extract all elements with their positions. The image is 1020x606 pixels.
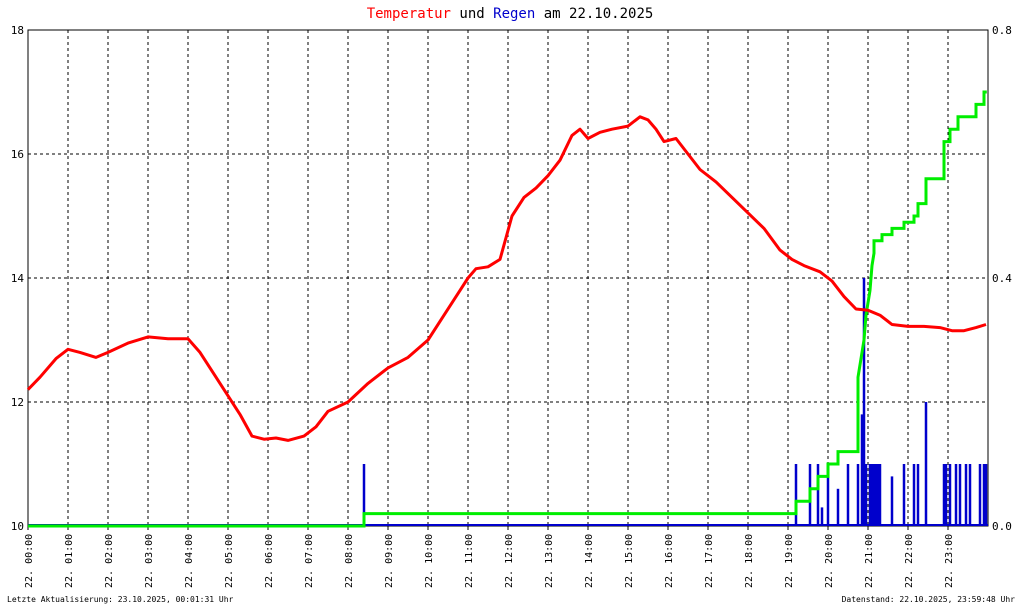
footer-last-update: Letzte Aktualisierung: 23.10.2025, 00:01…: [7, 595, 234, 604]
title-and: und: [451, 6, 493, 22]
y-right-tick-label: 0.0: [992, 520, 1012, 533]
x-tick-label: 22. 17:00: [704, 534, 715, 588]
x-tick-label: 22. 03:00: [144, 534, 155, 588]
temperature-line: [26, 115, 987, 442]
chart-title: Temperatur und Regen am 22.10.2025: [367, 6, 654, 22]
x-tick-label: 22. 20:00: [824, 534, 835, 588]
y-left-tick-label: 16: [11, 148, 24, 161]
y-left-tick-label: 10: [11, 520, 24, 533]
x-tick-label: 22. 04:00: [184, 534, 195, 588]
y-left-tick-label: 12: [11, 396, 24, 409]
x-tick-label: 22. 22:00: [904, 534, 915, 588]
x-tick-label: 22. 14:00: [584, 534, 595, 588]
x-tick-label: 22. 23:00: [944, 534, 955, 588]
x-tick-label: 22. 13:00: [544, 534, 555, 588]
x-tick-label: 22. 10:00: [424, 534, 435, 588]
x-tick-label: 22. 00:00: [24, 534, 35, 588]
x-tick-label: 22. 16:00: [664, 534, 675, 588]
x-tick-label: 22. 08:00: [344, 534, 355, 588]
plot-area: 22. 00:00 22. 01:00 22. 02:00 22. 03:00 22. …: [11, 24, 1012, 588]
x-tick-label: 22. 11:00: [464, 534, 475, 588]
x-tick-label: 22. 21:00: [864, 534, 875, 588]
y-right-tick-label: 0.4: [992, 272, 1012, 285]
rain-cumulative-line: [28, 90, 987, 528]
footer-data-state: Datenstand: 22.10.2025, 23:59:48 Uhr: [842, 595, 1016, 604]
x-tick-label: 22. 15:00: [624, 534, 635, 588]
y-left-tick-label: 18: [11, 24, 24, 37]
x-tick-label: 22. 07:00: [304, 534, 315, 588]
title-temperature: Temperatur: [367, 6, 451, 22]
y-left-tick-label: 14: [11, 272, 25, 285]
x-tick-label: 22. 19:00: [784, 534, 795, 588]
y-right-tick-label: 0.8: [992, 24, 1012, 37]
title-date: am 22.10.2025: [535, 6, 653, 22]
x-tick-label: 22. 01:00: [64, 534, 75, 588]
x-tick-label: 22. 05:00: [224, 534, 235, 588]
x-tick-label: 22. 18:00: [744, 534, 755, 588]
x-tick-label: 22. 06:00: [264, 534, 275, 588]
x-tick-label: 22. 09:00: [384, 534, 395, 588]
title-rain: Regen: [493, 6, 535, 22]
x-tick-label: 22. 02:00: [104, 534, 115, 588]
x-tick-label: 22. 12:00: [504, 534, 515, 588]
